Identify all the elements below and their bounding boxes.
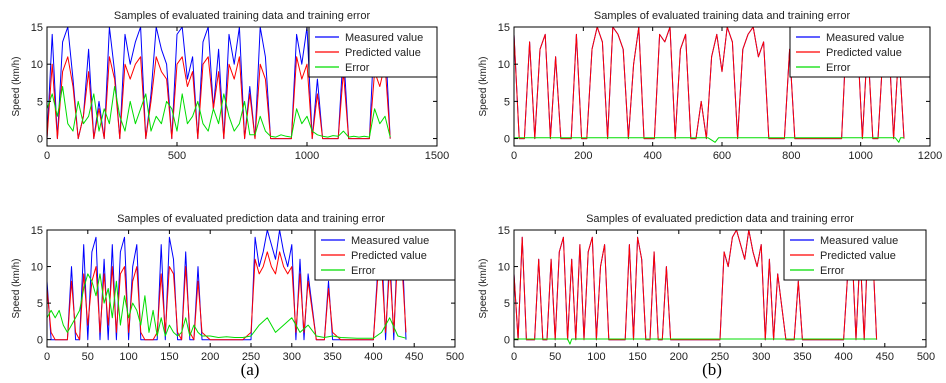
legend-entry: Predicted value [826,47,902,59]
x-tick-label: 300 [283,351,301,363]
y-tick-label: 10 [31,59,43,71]
x-tick-label: 150 [628,351,646,363]
x-tick-label: 400 [364,351,382,363]
y-tick-label: 10 [498,59,510,71]
chart-title: Samples of evaluated training data and t… [594,10,851,22]
x-tick-label: 200 [574,150,592,162]
subfigure-label-a: (a) [241,360,260,379]
legend-entry: Predicted value [820,250,896,262]
chart-title: Samples of evaluated training data and t… [114,10,371,22]
y-tick-label: 0 [37,335,43,347]
x-tick-label: 350 [793,351,811,363]
x-tick-label: 800 [782,150,800,162]
x-tick-label: 450 [405,351,423,363]
x-tick-label: 1500 [425,150,449,162]
chart-panel-3: Samples of evaluated prediction data and… [478,213,935,363]
x-tick-label: 0 [44,351,50,363]
series-line-predicted-value [514,230,878,341]
legend-entry: Error [351,265,376,277]
y-tick-label: 15 [498,22,510,34]
axes-frame [46,26,438,147]
subfigure-label-b: (b) [702,360,722,379]
x-tick-label: 200 [670,351,688,363]
y-tick-label: 15 [498,225,510,237]
x-tick-label: 500 [446,351,464,363]
x-tick-label: 1000 [295,150,319,162]
y-tick-label: 5 [37,96,43,108]
x-tick-label: 0 [511,150,517,162]
x-tick-label: 300 [752,351,770,363]
x-tick-label: 400 [643,150,661,162]
y-tick-label: 0 [504,335,510,347]
x-tick-label: 50 [549,351,561,363]
series-line-predicted-value [47,251,407,341]
series-group [514,27,905,143]
y-axis-label: Speed (km/h) [11,56,22,116]
chart-panel-2: Samples of evaluated prediction data and… [11,213,464,363]
y-axis-label: Speed (km/h) [478,56,489,116]
x-tick-label: 450 [876,351,894,363]
legend-entry: Predicted value [351,250,427,262]
y-tick-label: 15 [31,225,43,237]
chart-title: Samples of evaluated prediction data and… [117,213,385,225]
legend: Measured value Predicted value Error [314,229,456,281]
y-tick-label: 5 [504,96,510,108]
y-tick-label: 0 [504,134,510,146]
series-group [47,230,407,341]
chart-title: Samples of evaluated prediction data and… [586,213,854,225]
x-tick-label: 400 [834,351,852,363]
x-tick-label: 500 [917,351,935,363]
x-tick-label: 50 [82,351,94,363]
x-tick-label: 150 [160,351,178,363]
legend-entry: Predicted value [345,47,421,59]
legend-entry: Error [345,62,370,74]
legend: Measured value Predicted value Error [783,229,927,281]
x-tick-label: 350 [323,351,341,363]
y-tick-label: 0 [37,134,43,146]
series-group [514,230,878,345]
x-tick-label: 100 [587,351,605,363]
legend-entry: Error [826,62,851,74]
x-tick-label: 250 [711,351,729,363]
legend-entry: Measured value [820,235,898,247]
y-tick-label: 10 [498,262,510,274]
legend-entry: Measured value [345,32,423,44]
y-tick-label: 10 [31,262,43,274]
x-tick-label: 100 [119,351,137,363]
chart-panel-0: Samples of evaluated training data and t… [11,10,449,162]
legend: Measured value Predicted value Error [789,26,931,78]
x-tick-label: 250 [242,351,260,363]
series-line-error [514,137,904,143]
legend: Measured value Predicted value Error [308,26,438,78]
y-axis-label: Speed (km/h) [478,258,489,318]
x-tick-label: 1200 [918,150,942,162]
series-line-predicted-value [514,27,905,140]
x-tick-label: 0 [44,150,50,162]
x-tick-label: 500 [168,150,186,162]
series-line-error [47,273,407,339]
legend-entry: Measured value [826,32,904,44]
y-axis-label: Speed (km/h) [11,258,22,318]
x-tick-label: 0 [511,351,517,363]
y-tick-label: 5 [37,298,43,310]
chart-panel-1: Samples of evaluated training data and t… [478,10,942,162]
y-tick-label: 5 [504,298,510,310]
x-tick-label: 1000 [848,150,872,162]
x-tick-label: 200 [201,351,219,363]
legend-entry: Error [820,265,845,277]
series-line-predicted-value [47,56,391,140]
y-tick-label: 15 [31,22,43,34]
series-group [47,27,391,140]
x-tick-label: 600 [713,150,731,162]
series-line-error [514,338,877,345]
legend-entry: Measured value [351,235,429,247]
series-line-error [47,86,391,138]
